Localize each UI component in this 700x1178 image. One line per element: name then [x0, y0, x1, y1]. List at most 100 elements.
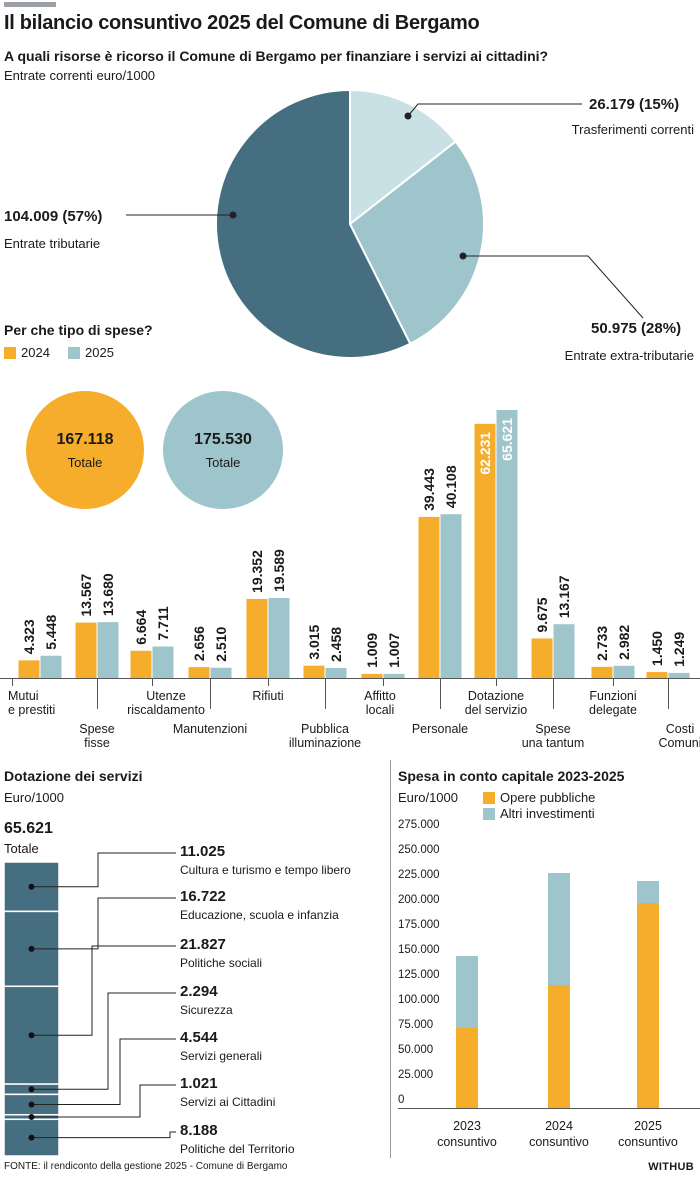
- bar-label-2024-1: 13.567: [78, 574, 94, 617]
- capitale-ytick-1: 25.000: [398, 1069, 433, 1081]
- bar-label-2025-9: 13.167: [556, 575, 572, 618]
- capitale-ytick-6: 150.000: [398, 944, 440, 956]
- bar-2024-6: [361, 673, 383, 678]
- bar-label-2025-7: 40.108: [443, 465, 459, 508]
- capitale-category-1-0: 2024: [545, 1119, 573, 1133]
- pie-label-name-trasferimenti: Trasferimenti correnti: [571, 122, 694, 137]
- dotazione-value-5: 1.021: [180, 1075, 218, 1092]
- bar-2025-4: [268, 597, 290, 678]
- bars-category-label-11-1: Comuni: [658, 736, 700, 750]
- bar-label-2024-10: 2.733: [594, 626, 610, 661]
- dotazione-dot-0: [28, 883, 35, 890]
- expenses-bar-svg: 4.323 5.448 13.567 13.680 6.664 7.711 2.656 2.5…: [0, 410, 700, 750]
- expenses-legend-2024: 2024: [4, 345, 50, 360]
- dotazione-dot-3: [28, 1086, 35, 1093]
- dotazione-leader-6: [31, 1131, 176, 1139]
- dotazione-leader-1: [31, 897, 176, 950]
- bars-category-label-1-0: Spese: [79, 722, 114, 736]
- dotazione-name-3: Sicurezza: [180, 1003, 233, 1017]
- expenses-title: Per che tipo di spese?: [4, 322, 153, 338]
- bar-label-2025-6: 1.007: [386, 633, 402, 668]
- capitale-category-1-1: consuntivo: [529, 1135, 589, 1149]
- bars-category-label-2-0: Utenze: [146, 689, 186, 703]
- bar-2025-0: [40, 655, 62, 678]
- bar-2025-6: [383, 673, 405, 678]
- bar-2024-9: [531, 638, 553, 678]
- dotazione-value-3: 2.294: [180, 983, 218, 1000]
- capitale-bar-0-1: [548, 985, 570, 1108]
- bar-2025-3: [210, 667, 232, 678]
- dotazione-leader-0: [31, 852, 176, 888]
- bar-label-2025-10: 2.982: [616, 625, 632, 660]
- dotazione-title: Dotazione dei servizi: [4, 768, 143, 784]
- capitale-bar-1-1: [548, 873, 570, 985]
- total-2025-label: Totale: [205, 454, 241, 470]
- capitale-ytick-7: 175.000: [398, 919, 440, 931]
- bars-category-label-10-0: Funzioni: [589, 689, 636, 703]
- pie-slice-2: [215, 88, 412, 359]
- bar-label-2024-4: 19.352: [249, 550, 265, 593]
- bars-category-label-7-0: Personale: [412, 722, 468, 736]
- pie-label-value-tributarie: 104.009 (57%): [4, 208, 103, 225]
- total-2024-value: 167.118: [56, 430, 114, 448]
- bar-2025-10: [613, 665, 635, 678]
- total-2024-bubble: 167.118 Totale: [26, 391, 144, 509]
- pie-slice-0: [349, 88, 458, 227]
- capitale-category-0-0: 2023: [453, 1119, 481, 1133]
- bar-2024-10: [591, 666, 613, 678]
- bar-label-2025-1: 13.680: [100, 573, 116, 616]
- bar-label-2024-0: 4.323: [21, 619, 37, 654]
- capitale-ytick-0: 0: [398, 1094, 404, 1106]
- dotazione-value-0: 11.025: [180, 843, 226, 860]
- pie-leader-dot-1: [459, 252, 467, 260]
- revenue-pie-svg: [126, 88, 644, 359]
- bar-label-2024-7: 39.443: [421, 468, 437, 511]
- dotazione-dot-2: [28, 1032, 35, 1039]
- page-title: Il bilancio consuntivo 2025 del Comune d…: [4, 12, 480, 34]
- capitale-bar-1-0: [456, 956, 478, 1028]
- bar-2025-5: [325, 667, 347, 678]
- legend-label-altri: Altri investimenti: [500, 806, 595, 821]
- bar-label-2024-11: 1.450: [649, 631, 665, 666]
- bar-2025-7: [440, 514, 462, 678]
- bars-category-label-5-0: Pubblica: [301, 722, 349, 736]
- capitale-ytick-10: 250.000: [398, 844, 440, 856]
- pie-leader-dot-0: [404, 112, 412, 120]
- dotazione-value-6: 8.188: [180, 1122, 218, 1139]
- dotazione-name-6: Politiche del Territorio: [180, 1142, 295, 1156]
- bar-label-2024-3: 2.656: [191, 626, 207, 661]
- pie-label-name-extratributarie: Entrate extra-tributarie: [564, 348, 694, 363]
- legend-label-2025: 2025: [85, 345, 114, 360]
- bars-category-label-6-1: locali: [366, 703, 395, 717]
- dotazione-dot-1: [28, 945, 35, 952]
- capitale-ytick-9: 225.000: [398, 869, 440, 881]
- dotazione-leader-4: [31, 1038, 176, 1106]
- bar-2024-1: [75, 622, 97, 678]
- capitale-bar-1-2: [637, 881, 659, 903]
- bar-label-2025-5: 2.458: [328, 627, 344, 662]
- capitale-title: Spesa in conto capitale 2023-2025: [398, 768, 625, 784]
- bar-2024-3: [188, 667, 210, 678]
- dotazione-name-4: Servizi generali: [180, 1049, 263, 1063]
- dotazione-stack-svg: [3, 852, 176, 1157]
- bars-category-label-8-0: Dotazione: [468, 689, 524, 703]
- dotazione-leader-5: [31, 1084, 176, 1118]
- dotazione-name-1: Educazione, scuola e infanzia: [180, 908, 339, 922]
- dotazione-value-1: 16.722: [180, 888, 226, 905]
- total-2025-value: 175.530: [194, 430, 252, 448]
- capitale-legend-altri: Altri investimenti: [483, 806, 595, 821]
- dotazione-total-label: Totale: [4, 841, 39, 856]
- dotazione-stack-chart: [3, 852, 176, 1157]
- dotazione-value-4: 4.544: [180, 1029, 218, 1046]
- dotazione-name-0: Cultura e turismo e tempo libero: [180, 863, 351, 877]
- bar-2024-8: [474, 423, 496, 678]
- source-footer: FONTE: il rendiconto della gestione 2025…: [4, 1161, 288, 1172]
- pie-label-value-trasferimenti: 26.179 (15%): [589, 96, 680, 113]
- dotazione-dot-5: [28, 1114, 35, 1121]
- bar-2025-9: [553, 624, 575, 678]
- bars-category-label-9-1: una tantum: [522, 736, 585, 750]
- capitale-category-0-1: consuntivo: [437, 1135, 497, 1149]
- capitale-bar-0-2: [637, 903, 659, 1108]
- pie-label-value-extratributarie: 50.975 (28%): [591, 320, 682, 337]
